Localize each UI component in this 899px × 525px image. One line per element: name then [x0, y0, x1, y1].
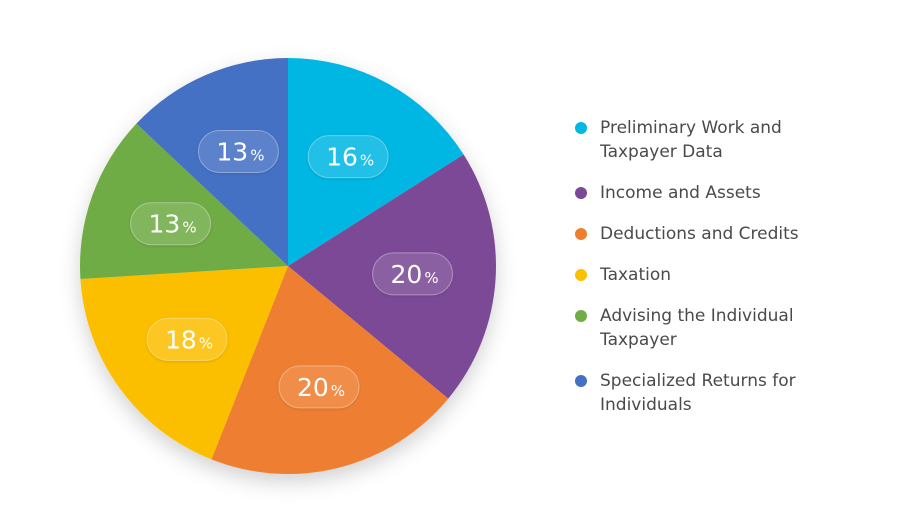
legend-item: Advising the Individual Taxpayer	[575, 304, 875, 352]
slice-label-pill	[130, 202, 212, 246]
pie-slice	[80, 123, 289, 280]
legend-label-line: Taxation	[600, 265, 672, 285]
slice-label-pill	[197, 129, 279, 173]
slice-value-label: 20%	[297, 373, 345, 402]
legend: Preliminary Work and Taxpayer Data Incom…	[575, 116, 875, 434]
legend-swatch	[575, 122, 587, 134]
slice-value-label: 16%	[326, 143, 374, 172]
slice-value-label: 13%	[149, 210, 197, 239]
legend-label-line: Individuals	[600, 395, 692, 415]
slice-label-pill	[307, 135, 389, 179]
legend-swatch	[575, 269, 587, 281]
legend-label-line: Taxpayer	[600, 330, 677, 350]
slice-label-pill	[372, 252, 454, 296]
legend-item: Preliminary Work and Taxpayer Data	[575, 116, 875, 164]
legend-label-line: Deductions and Credits	[600, 224, 799, 244]
legend-swatch	[575, 228, 587, 240]
pie-slice	[80, 266, 289, 460]
slice-value-label: 18%	[165, 325, 213, 354]
legend-label-line: Specialized Returns for	[600, 371, 796, 391]
legend-label-line: Income and Assets	[600, 183, 761, 203]
slice-label-pill	[146, 317, 228, 361]
legend-swatch	[575, 310, 587, 322]
pie-svg: 16 % 20 % 20 % 18 % 13 % 13%	[80, 58, 497, 475]
legend-label-line: Advising the Individual	[600, 306, 794, 326]
legend-item: Specialized Returns for Individuals	[575, 369, 875, 417]
legend-swatch	[575, 187, 587, 199]
slice-value-label: 13%	[216, 137, 264, 166]
legend-label-line: Taxpayer Data	[600, 142, 723, 162]
legend-item: Deductions and Credits	[575, 222, 875, 246]
legend-label-line: Preliminary Work and	[600, 118, 782, 138]
legend-swatch	[575, 375, 587, 387]
legend-item: Taxation	[575, 263, 875, 287]
slice-label-pill	[278, 365, 360, 409]
slice-value-label: 20%	[391, 260, 439, 289]
legend-item: Income and Assets	[575, 181, 875, 205]
